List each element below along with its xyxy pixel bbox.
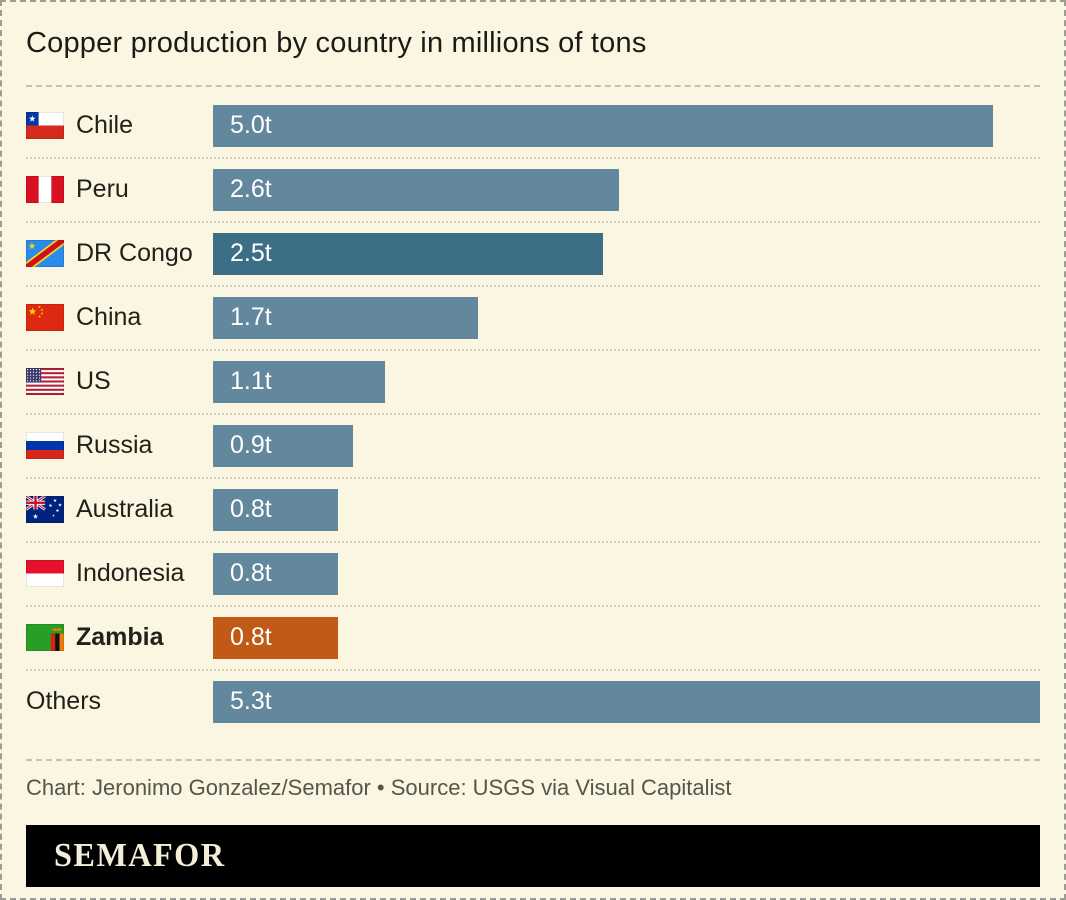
country-label: Chile — [76, 111, 133, 140]
header-divider — [26, 84, 1040, 87]
bar-others: 5.3t — [213, 680, 1040, 723]
bar-track: 2.5t — [213, 232, 1040, 275]
row-label-cell: China — [26, 303, 213, 332]
chart-row-zambia: Zambia 0.8t — [26, 607, 1040, 671]
flag-china-icon — [26, 304, 64, 332]
bar-russia: 0.9t — [213, 424, 354, 467]
bar-value-label: 0.8t — [230, 623, 272, 652]
bar-track: 2.6t — [213, 168, 1040, 211]
bar-value-label: 2.5t — [230, 239, 272, 268]
country-label: US — [76, 367, 111, 396]
bar-value-label: 5.3t — [230, 687, 272, 716]
bar-us: 1.1t — [213, 360, 385, 403]
chart-row-others: Others 5.3t — [26, 671, 1040, 733]
flag-zambia-icon — [26, 624, 64, 652]
country-label: Indonesia — [76, 559, 185, 588]
chart-title: Copper production by country in millions… — [26, 27, 647, 59]
bar-china: 1.7t — [213, 296, 479, 339]
chart-row-australia: Australia 0.8t — [25, 479, 1040, 543]
semafor-logo-banner: SEMAFOR — [26, 824, 1040, 887]
row-label-cell: Indonesia — [26, 559, 213, 588]
row-label-cell: Others — [26, 687, 213, 716]
chart-row-us: US 1.1t — [26, 351, 1040, 415]
bar-track: 1.1t — [213, 360, 1040, 403]
bar-chart: Chile 5.0t Peru 2.6t DR Congo 2.5t China 1.7t US… — [20, 95, 1040, 733]
footer-divider — [26, 758, 1040, 761]
row-label-cell: DR Congo — [20, 233, 213, 274]
country-label: Peru — [76, 175, 129, 204]
flag-peru-icon — [26, 176, 64, 204]
chart-row-china: China 1.7t — [26, 287, 1040, 351]
country-label: Russia — [76, 431, 153, 460]
bar-indonesia: 0.8t — [213, 552, 338, 595]
flag-drcongo-icon — [20, 233, 70, 274]
flag-us-icon — [26, 368, 64, 396]
country-label: Zambia — [76, 623, 164, 652]
chart-row-peru: Peru 2.6t — [26, 159, 1040, 223]
bar-value-label: 1.1t — [230, 367, 272, 396]
chart-row-indonesia: Indonesia 0.8t — [26, 543, 1040, 607]
country-label: DR Congo — [76, 239, 193, 268]
country-label: Others — [26, 687, 102, 716]
bar-track: 5.0t — [213, 104, 1040, 147]
semafor-logo: SEMAFOR — [54, 836, 226, 874]
bar-track: 0.8t — [213, 616, 1040, 659]
row-label-cell: Zambia — [26, 623, 213, 652]
chart-row-dr-congo: DR Congo 2.5t — [20, 223, 1040, 287]
bar-track: 0.8t — [213, 552, 1040, 595]
country-label: Australia — [76, 495, 174, 524]
bar-value-label: 5.0t — [230, 111, 272, 140]
bar-zambia: 0.8t — [213, 616, 338, 659]
row-label-cell: Chile — [26, 111, 213, 140]
chart-row-chile: Chile 5.0t — [26, 95, 1040, 159]
chart-credit: Chart: Jeronimo Gonzalez/Semafor • Sourc… — [26, 774, 732, 800]
bar-track: 5.3t — [213, 680, 1040, 723]
bar-value-label: 2.6t — [230, 175, 272, 204]
country-label: China — [76, 303, 142, 332]
flag-indonesia-icon — [26, 560, 64, 588]
bar-value-label: 0.9t — [230, 431, 272, 460]
bar-value-label: 0.8t — [230, 495, 272, 524]
row-label-cell: Peru — [26, 175, 213, 204]
chart-row-russia: Russia 0.9t — [26, 415, 1040, 479]
flag-australia-icon — [25, 495, 64, 524]
bar-track: 1.7t — [213, 296, 1040, 339]
bar-dr-congo: 2.5t — [213, 232, 604, 275]
flag-russia-icon — [26, 432, 64, 460]
bar-australia: 0.8t — [213, 488, 338, 531]
bar-value-label: 1.7t — [230, 303, 272, 332]
row-label-cell: Russia — [26, 431, 213, 460]
bar-chile: 5.0t — [213, 104, 994, 147]
bar-track: 0.9t — [213, 424, 1040, 467]
bar-track: 0.8t — [213, 488, 1040, 531]
bar-value-label: 0.8t — [230, 559, 272, 588]
row-label-cell: US — [26, 367, 213, 396]
flag-chile-icon — [26, 112, 64, 140]
bar-peru: 2.6t — [213, 168, 619, 211]
row-label-cell: Australia — [25, 495, 213, 524]
